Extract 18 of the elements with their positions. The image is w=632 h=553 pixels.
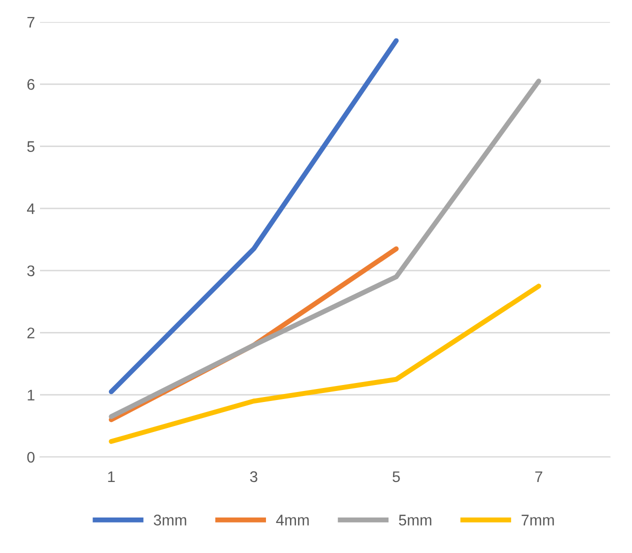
x-tick-label: 5 — [392, 471, 400, 482]
y-tick-label: 7 — [27, 17, 34, 28]
line-series — [108, 78, 542, 420]
x-tick-label: 7 — [535, 471, 542, 482]
y-tick-label: 6 — [27, 79, 34, 90]
legend-label: 7mm — [522, 514, 554, 526]
line-series — [108, 284, 542, 444]
legend-label: 4mm — [276, 514, 309, 526]
y-tick-label: 2 — [27, 328, 34, 338]
legend-label: 5mm — [398, 514, 432, 526]
y-tick-label: 3 — [27, 265, 34, 276]
y-tick-label: 0 — [27, 452, 35, 463]
x-tick-label: 1 — [108, 471, 115, 482]
y-tick-label: 5 — [27, 141, 34, 152]
legend-label: 3mm — [154, 514, 186, 526]
x-tick-label: 3 — [250, 471, 258, 482]
y-tick-label: 1 — [28, 390, 34, 400]
y-tick-label: 4 — [26, 203, 35, 214]
